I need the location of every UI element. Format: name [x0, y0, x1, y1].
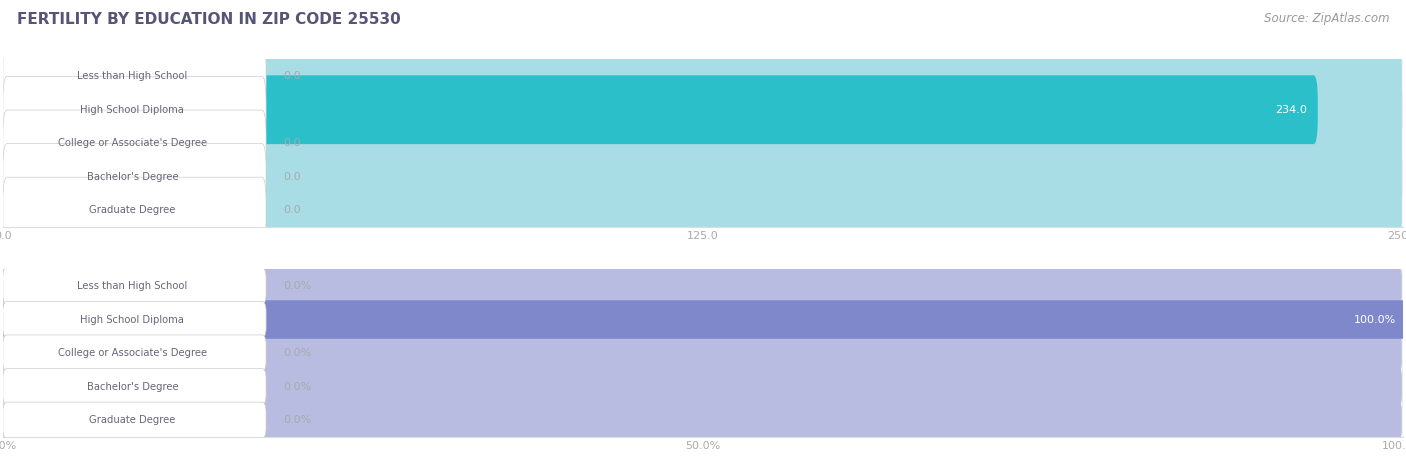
- Bar: [3, 194, 1403, 227]
- FancyBboxPatch shape: [3, 110, 266, 177]
- Bar: [3, 403, 1403, 437]
- Text: 100.0%: 100.0%: [1354, 314, 1396, 324]
- Bar: [3, 336, 1403, 370]
- FancyBboxPatch shape: [4, 109, 1402, 178]
- Bar: [3, 93, 1403, 126]
- FancyBboxPatch shape: [3, 402, 266, 438]
- FancyBboxPatch shape: [4, 142, 1402, 211]
- Bar: [3, 160, 1403, 194]
- FancyBboxPatch shape: [4, 401, 1402, 439]
- Bar: [3, 269, 1403, 303]
- Text: Bachelor's Degree: Bachelor's Degree: [87, 172, 179, 182]
- Text: College or Associate's Degree: College or Associate's Degree: [58, 138, 207, 148]
- Bar: [3, 59, 1403, 93]
- FancyBboxPatch shape: [3, 302, 266, 338]
- FancyBboxPatch shape: [3, 300, 1406, 339]
- Bar: [3, 303, 1403, 336]
- FancyBboxPatch shape: [4, 367, 1402, 406]
- Text: 0.0: 0.0: [283, 172, 301, 182]
- FancyBboxPatch shape: [3, 177, 266, 244]
- Text: 0.0%: 0.0%: [283, 415, 311, 425]
- FancyBboxPatch shape: [3, 76, 266, 143]
- FancyBboxPatch shape: [3, 76, 1317, 144]
- Text: 0.0%: 0.0%: [283, 281, 311, 291]
- Bar: [3, 126, 1403, 160]
- FancyBboxPatch shape: [3, 335, 266, 371]
- FancyBboxPatch shape: [3, 268, 266, 304]
- FancyBboxPatch shape: [3, 369, 266, 405]
- Text: High School Diploma: High School Diploma: [80, 104, 184, 115]
- FancyBboxPatch shape: [4, 76, 1402, 144]
- FancyBboxPatch shape: [4, 266, 1402, 305]
- Text: 0.0%: 0.0%: [283, 381, 311, 392]
- Text: 0.0: 0.0: [283, 205, 301, 216]
- Text: Less than High School: Less than High School: [77, 281, 187, 291]
- Text: Less than High School: Less than High School: [77, 71, 187, 81]
- Text: Graduate Degree: Graduate Degree: [89, 415, 176, 425]
- Text: Bachelor's Degree: Bachelor's Degree: [87, 381, 179, 392]
- Bar: [3, 370, 1403, 403]
- Text: College or Associate's Degree: College or Associate's Degree: [58, 348, 207, 358]
- FancyBboxPatch shape: [3, 143, 266, 210]
- FancyBboxPatch shape: [4, 42, 1402, 111]
- Text: High School Diploma: High School Diploma: [80, 314, 184, 324]
- FancyBboxPatch shape: [4, 300, 1402, 339]
- FancyBboxPatch shape: [4, 334, 1402, 372]
- Text: FERTILITY BY EDUCATION IN ZIP CODE 25530: FERTILITY BY EDUCATION IN ZIP CODE 25530: [17, 12, 401, 27]
- FancyBboxPatch shape: [3, 43, 266, 109]
- Text: 0.0: 0.0: [283, 71, 301, 81]
- Text: Graduate Degree: Graduate Degree: [89, 205, 176, 216]
- Text: 0.0%: 0.0%: [283, 348, 311, 358]
- Text: 0.0: 0.0: [283, 138, 301, 148]
- Text: 234.0: 234.0: [1275, 104, 1306, 115]
- Text: Source: ZipAtlas.com: Source: ZipAtlas.com: [1264, 12, 1389, 25]
- FancyBboxPatch shape: [4, 176, 1402, 245]
